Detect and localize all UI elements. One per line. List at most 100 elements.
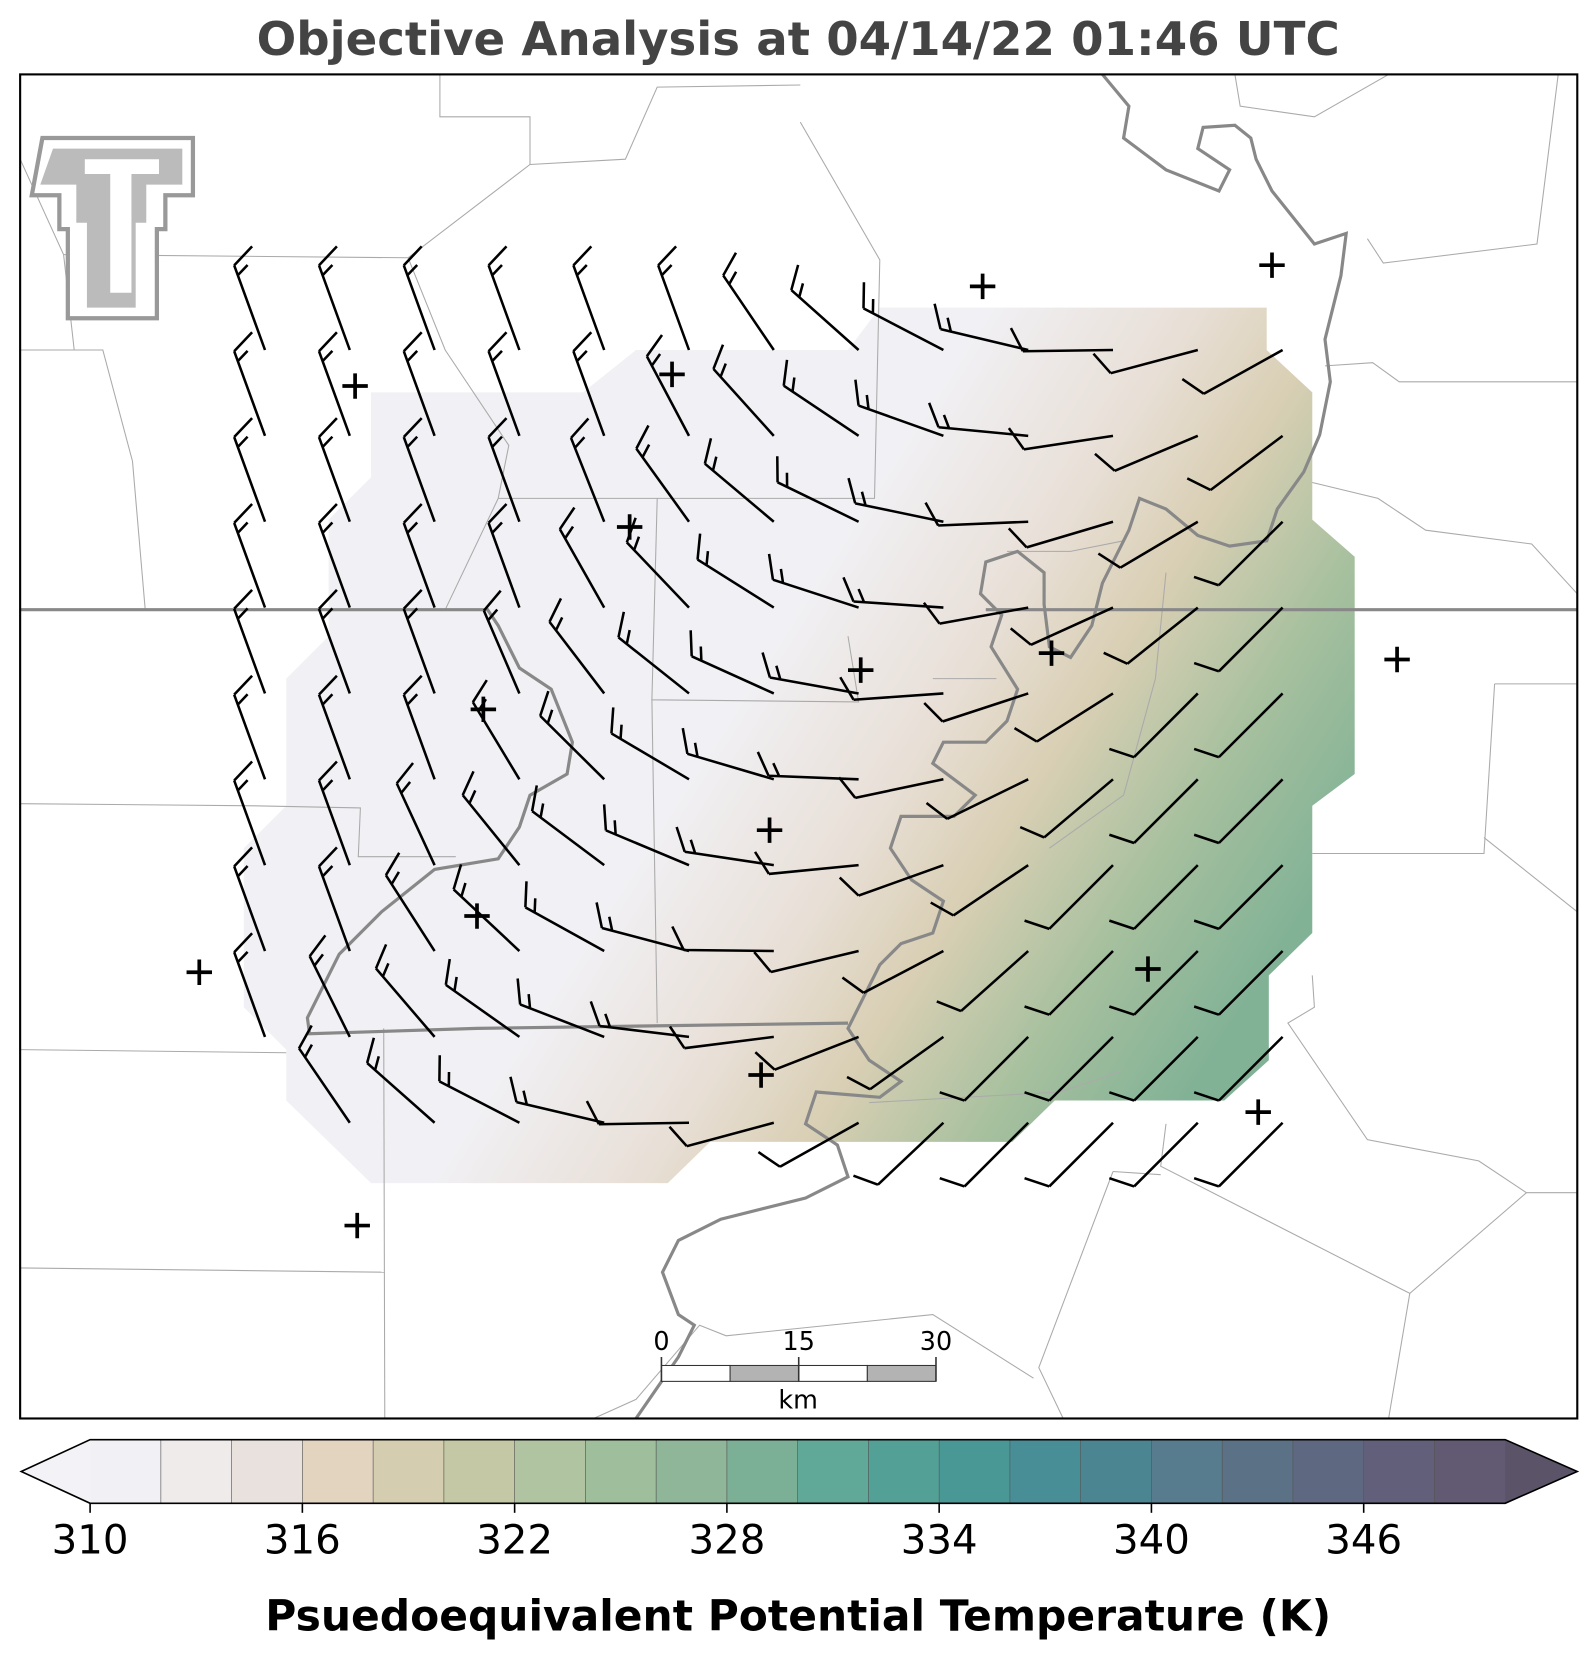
colorbar-tick-label: 340	[1113, 1518, 1190, 1564]
wind-barb	[317, 503, 351, 609]
wind-barb	[1009, 327, 1114, 353]
scale-tick-label: 15	[783, 1326, 815, 1356]
colorbar-segment	[231, 1439, 303, 1504]
wind-barb	[595, 902, 690, 953]
wind-barb	[1193, 1121, 1284, 1188]
wind-barb	[753, 949, 859, 974]
scale-tick-label: 0	[653, 1326, 669, 1356]
wind-barb	[509, 1076, 605, 1124]
map-frame	[19, 73, 1579, 1420]
colorbar-label: Psuedoequivalent Potential Temperature (…	[265, 1591, 1331, 1640]
colorbar: Psuedoequivalent Potential Temperature (…	[19, 1438, 1580, 1640]
colorbar-tick-label: 334	[901, 1518, 978, 1564]
wind-barb	[402, 503, 436, 609]
wind-barb	[232, 760, 267, 866]
wind-barb	[782, 359, 860, 437]
colorbar-segment	[90, 1439, 162, 1504]
chart-title: Objective Analysis at 04/14/22 01:46 UTC	[257, 12, 1340, 66]
wind-barb	[939, 1035, 1030, 1102]
colorbar-segment	[1434, 1439, 1506, 1504]
wind-barb	[1193, 606, 1284, 673]
wind-barb	[610, 707, 690, 781]
wind-barb	[482, 589, 521, 694]
wind-barb	[232, 932, 267, 1038]
wind-barb	[516, 978, 605, 1039]
wind-barb	[1007, 427, 1114, 451]
wind-barb	[936, 950, 1030, 1013]
colorbar-tick-label: 346	[1325, 1518, 1402, 1564]
wind-barb	[1108, 1035, 1199, 1102]
wind-barb	[754, 1035, 860, 1071]
wind-barb	[1007, 520, 1114, 549]
wind-barb	[753, 851, 859, 876]
wind-barb	[1019, 778, 1114, 839]
wind-barb	[395, 762, 436, 866]
county-lines	[19, 73, 1578, 1419]
wind-barb	[438, 1055, 520, 1124]
wind-barb	[317, 245, 351, 351]
scale-unit: km	[778, 1385, 818, 1415]
wind-barb	[452, 864, 521, 952]
colorbar-segment	[160, 1439, 233, 1504]
wind-barb	[374, 943, 436, 1038]
wind-barb	[862, 282, 944, 352]
wind-barb	[524, 881, 605, 953]
wind-barb	[487, 503, 521, 609]
colorbar-segment	[1009, 1439, 1082, 1504]
wind-barb	[930, 864, 1029, 917]
wind-barb	[1092, 348, 1199, 375]
scale-segment	[866, 1364, 937, 1382]
wind-barb	[569, 417, 606, 523]
wind-barb	[668, 1121, 775, 1148]
wind-barb	[308, 934, 351, 1038]
wind-barb	[841, 949, 944, 994]
wind-barb	[939, 1121, 1030, 1188]
wind-barb	[838, 776, 944, 800]
wind-barb	[712, 344, 775, 437]
wind-barb	[232, 331, 267, 437]
wind-barb	[232, 588, 267, 694]
wind-barb	[487, 245, 521, 351]
scale-segment	[660, 1364, 731, 1382]
wind-barb	[645, 334, 691, 437]
wind-barb	[635, 424, 691, 523]
wind-barb	[538, 690, 606, 781]
wind-barb	[384, 852, 436, 952]
wind-barb	[681, 727, 775, 781]
wind-barb	[767, 553, 859, 609]
wind-barb	[365, 1037, 436, 1124]
wind-barb	[1193, 950, 1284, 1016]
wind-barb	[839, 676, 944, 701]
wind-barb	[776, 456, 860, 523]
colorbar-tick-label: 310	[52, 1518, 129, 1564]
logo	[29, 135, 196, 321]
colorbar-tick-label: 328	[688, 1518, 765, 1564]
wind-barb	[402, 331, 436, 437]
wind-barb	[602, 804, 690, 867]
wind-barb	[1193, 778, 1284, 845]
wind-barb	[530, 785, 605, 867]
wind-barb	[854, 379, 944, 438]
wind-barb	[1108, 692, 1199, 759]
wind-barb	[671, 925, 774, 953]
wind-barb	[487, 417, 521, 523]
wind-barb	[589, 1001, 690, 1039]
wind-barb	[402, 417, 436, 523]
colorbar-segment	[868, 1439, 940, 1504]
wind-barb	[1024, 864, 1114, 931]
wind-barb	[1024, 1035, 1114, 1102]
wind-barb	[761, 652, 859, 695]
wind-barb	[1009, 606, 1114, 646]
analysis-field	[243, 307, 1355, 1184]
wind-barb	[924, 502, 1029, 527]
wind-barb	[1024, 1121, 1114, 1188]
scale-segment	[798, 1364, 868, 1382]
wind-barb	[1181, 348, 1284, 395]
wind-barb	[696, 533, 775, 609]
wind-barb	[1013, 692, 1114, 743]
wind-barb	[1108, 864, 1199, 931]
wind-barb	[933, 303, 1029, 352]
colorbar-segment	[939, 1439, 1011, 1504]
colorbar-tick-label: 322	[476, 1518, 553, 1564]
